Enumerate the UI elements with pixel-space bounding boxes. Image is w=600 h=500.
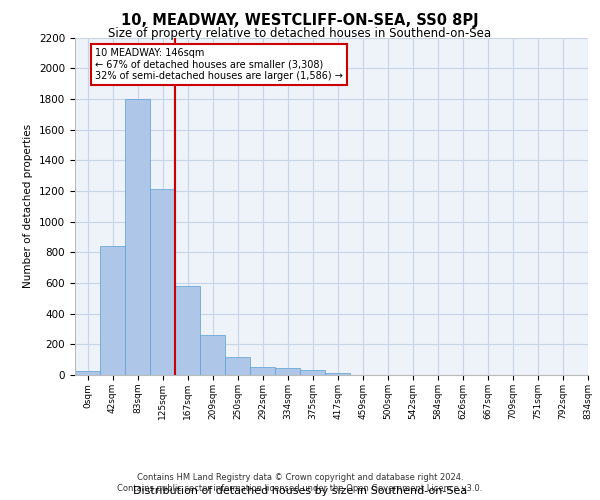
Bar: [300, 370, 325, 375]
Bar: [150, 190, 175, 375]
Bar: [75, 371, 100, 375]
Text: Distribution of detached houses by size in Southend-on-Sea: Distribution of detached houses by size …: [133, 486, 467, 496]
Text: 10, MEADWAY, WESTCLIFF-ON-SEA, SS0 8PJ: 10, MEADWAY, WESTCLIFF-ON-SEA, SS0 8PJ: [121, 12, 479, 28]
Text: Contains public sector information licensed under the Open Government Licence v3: Contains public sector information licen…: [118, 484, 482, 493]
Bar: [325, 372, 350, 375]
Bar: [225, 358, 250, 375]
Text: Size of property relative to detached houses in Southend-on-Sea: Size of property relative to detached ho…: [109, 28, 491, 40]
Bar: [125, 99, 150, 375]
Text: Contains HM Land Registry data © Crown copyright and database right 2024.: Contains HM Land Registry data © Crown c…: [137, 472, 463, 482]
Bar: [275, 368, 300, 375]
Bar: [175, 286, 200, 375]
Bar: [250, 368, 275, 375]
Text: 10 MEADWAY: 146sqm
← 67% of detached houses are smaller (3,308)
32% of semi-deta: 10 MEADWAY: 146sqm ← 67% of detached hou…: [95, 48, 343, 82]
Y-axis label: Number of detached properties: Number of detached properties: [23, 124, 34, 288]
Bar: [200, 335, 225, 375]
Bar: [100, 246, 125, 375]
